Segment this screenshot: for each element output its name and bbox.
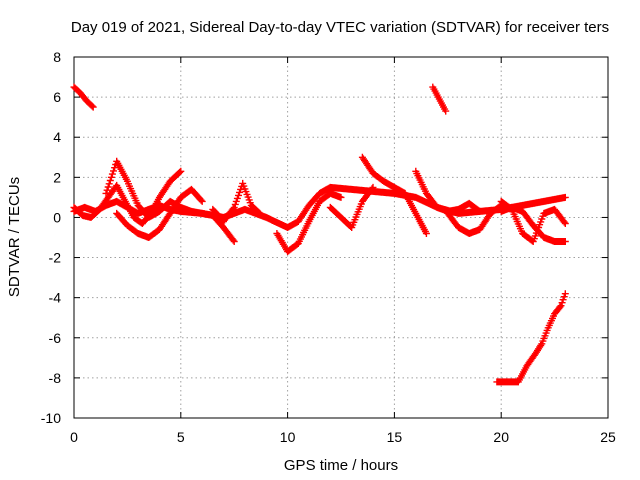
y-axis-tick-labels: -10 -8 -6 -4 -2 0 2 4 6 8 <box>41 49 61 426</box>
x-axis-tick-labels: 0 5 10 15 20 25 <box>70 429 616 445</box>
chart-title: Day 019 of 2021, Sidereal Day-to-day VTE… <box>71 19 609 36</box>
x-tick-label: 20 <box>493 429 509 445</box>
plot-frame <box>73 56 609 419</box>
x-tick-label: 25 <box>600 429 616 445</box>
axis-ticks <box>73 56 609 419</box>
x-tick-label: 10 <box>280 429 296 445</box>
series-arc-main-b <box>70 167 185 227</box>
series-markers <box>273 189 345 255</box>
data-points <box>70 83 569 386</box>
series-arc-main-d <box>113 185 206 241</box>
series-arc-20-23-low <box>493 290 569 386</box>
series-markers <box>412 167 484 215</box>
series-arc-13-15 <box>358 153 430 237</box>
series-markers <box>497 203 569 245</box>
series-markers <box>70 167 185 227</box>
series-markers <box>493 290 569 386</box>
series-arc-8h <box>209 179 264 225</box>
x-tick-label: 15 <box>387 429 403 445</box>
y-tick-label: -8 <box>49 370 62 386</box>
x-tick-label: 5 <box>177 429 185 445</box>
y-tick-label: 8 <box>53 49 61 65</box>
y-tick-label: -10 <box>41 410 61 426</box>
series-arc-early-high <box>70 83 97 111</box>
series-markers <box>444 201 505 237</box>
series-markers <box>326 183 377 231</box>
y-tick-label: 0 <box>53 209 61 225</box>
series-arc-20-23-b <box>497 203 569 245</box>
y-tick-label: 4 <box>53 129 61 145</box>
grid-lines <box>74 57 608 418</box>
y-tick-label: -2 <box>49 250 62 266</box>
series-markers <box>209 179 264 225</box>
series-markers <box>358 153 430 237</box>
series-arc-12-14 <box>326 183 377 231</box>
series-arc-16-19 <box>412 167 484 215</box>
y-tick-label: 6 <box>53 89 61 105</box>
series-arc-18-20 <box>444 201 505 237</box>
series-markers <box>70 83 97 111</box>
y-tick-label: -4 <box>49 290 62 306</box>
series-markers <box>429 83 450 115</box>
y-axis-label: SDTVAR / TECUs <box>6 177 23 297</box>
y-tick-label: 2 <box>53 169 61 185</box>
series-arc-17h-high <box>429 83 450 115</box>
x-axis-label: GPS time / hours <box>284 457 398 474</box>
x-tick-label: 0 <box>70 429 78 445</box>
series-markers <box>113 185 206 241</box>
series-arc-10-12 <box>273 189 345 255</box>
y-tick-label: -6 <box>49 330 62 346</box>
